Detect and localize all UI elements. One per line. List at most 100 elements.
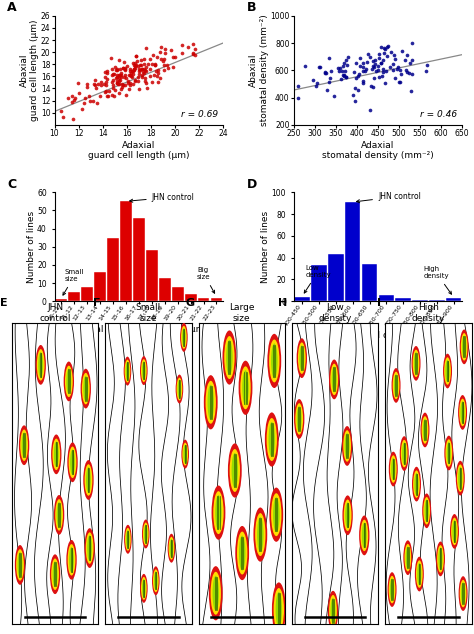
Point — [113, 70, 121, 80]
Point — [129, 58, 137, 68]
Point — [117, 64, 124, 74]
Point — [365, 49, 372, 60]
Point — [57, 106, 64, 116]
Ellipse shape — [124, 525, 132, 553]
Ellipse shape — [125, 528, 131, 551]
Point — [140, 59, 148, 69]
Point — [151, 59, 159, 69]
Point — [340, 71, 347, 81]
X-axis label: Abaxial stomatal density (mm⁻²): Abaxial stomatal density (mm⁻²) — [304, 331, 452, 340]
Point — [117, 72, 124, 82]
Ellipse shape — [169, 537, 174, 560]
Point — [377, 58, 384, 68]
Ellipse shape — [271, 344, 278, 378]
Point — [107, 53, 115, 63]
Bar — [107, 238, 119, 301]
Point — [331, 91, 338, 101]
Point — [118, 82, 126, 93]
Ellipse shape — [66, 540, 77, 579]
Point — [70, 95, 78, 105]
Point — [189, 49, 197, 59]
Point — [136, 68, 143, 79]
Point — [343, 72, 350, 82]
Point — [91, 75, 99, 85]
Ellipse shape — [206, 381, 216, 424]
Point — [367, 81, 374, 91]
Ellipse shape — [390, 578, 394, 601]
Point — [360, 66, 367, 76]
Bar — [328, 254, 344, 301]
Point — [190, 48, 197, 58]
Bar — [395, 298, 411, 301]
Ellipse shape — [266, 418, 277, 461]
Y-axis label: Abaxial
stomatal density (mm⁻²): Abaxial stomatal density (mm⁻²) — [249, 15, 269, 126]
Point — [178, 48, 185, 58]
Ellipse shape — [343, 430, 351, 462]
Ellipse shape — [142, 519, 150, 548]
Ellipse shape — [265, 412, 279, 467]
Point — [368, 64, 376, 74]
Point — [96, 91, 104, 101]
Point — [134, 72, 142, 82]
Point — [352, 73, 360, 83]
Ellipse shape — [414, 473, 419, 495]
Point — [408, 38, 416, 48]
Point — [383, 42, 391, 53]
Ellipse shape — [178, 380, 181, 398]
Ellipse shape — [54, 495, 64, 534]
Ellipse shape — [16, 549, 24, 581]
Point — [68, 91, 75, 101]
Point — [117, 70, 125, 80]
Ellipse shape — [176, 375, 183, 403]
Ellipse shape — [345, 502, 350, 528]
Ellipse shape — [181, 326, 187, 349]
Point — [113, 75, 120, 86]
Bar — [198, 297, 210, 301]
Point — [351, 96, 359, 106]
Ellipse shape — [359, 515, 369, 555]
Ellipse shape — [273, 588, 284, 631]
Ellipse shape — [240, 366, 251, 409]
Point — [352, 83, 359, 93]
Point — [134, 76, 141, 86]
Point — [130, 63, 138, 74]
Point — [145, 59, 152, 69]
Point — [115, 88, 123, 98]
Point — [97, 77, 105, 87]
Point — [343, 60, 351, 70]
Point — [131, 61, 138, 72]
Point — [103, 68, 110, 78]
Text: H: H — [278, 298, 288, 308]
Point — [94, 79, 101, 89]
Point — [90, 79, 97, 89]
Point — [92, 83, 100, 93]
Point — [119, 63, 127, 74]
Ellipse shape — [213, 491, 224, 534]
Point — [126, 79, 134, 89]
Point — [148, 58, 156, 68]
Point — [149, 50, 156, 60]
Point — [397, 69, 405, 79]
Point — [143, 62, 150, 72]
Point — [68, 96, 76, 107]
Ellipse shape — [391, 458, 395, 480]
Point — [108, 90, 116, 100]
Point — [370, 73, 378, 83]
Ellipse shape — [82, 373, 90, 404]
Point — [327, 66, 335, 76]
Point — [389, 65, 397, 75]
Point — [136, 64, 143, 74]
Point — [336, 66, 343, 76]
Point — [162, 44, 169, 54]
Point — [158, 54, 165, 64]
Point — [178, 40, 185, 50]
Ellipse shape — [126, 362, 129, 380]
Ellipse shape — [406, 547, 410, 569]
Ellipse shape — [153, 569, 159, 592]
Point — [393, 64, 401, 74]
Point — [126, 78, 134, 88]
Bar — [94, 272, 106, 301]
Ellipse shape — [344, 500, 352, 531]
Point — [89, 96, 97, 106]
Point — [122, 90, 130, 100]
